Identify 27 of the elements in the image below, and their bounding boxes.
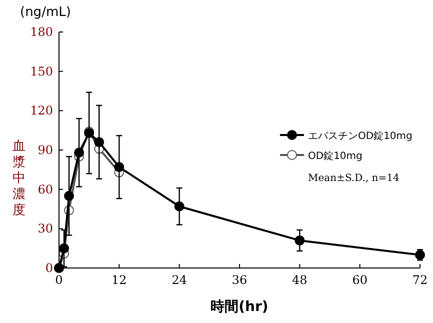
- point: [114, 162, 124, 172]
- x-tick-label: 0: [55, 273, 63, 287]
- y-tick-label: 120: [30, 104, 53, 118]
- x-tick-label: 48: [292, 273, 308, 287]
- y-tick-label: 0: [45, 261, 53, 275]
- x-tick-label: 12: [112, 273, 127, 287]
- y-tick-label: 150: [30, 64, 53, 78]
- text: (ng/mL): [20, 5, 71, 20]
- y-tick-label: 180: [30, 25, 53, 39]
- legend-label: エバスチンOD錠10mg: [308, 131, 412, 142]
- x-tick-label: 60: [352, 273, 368, 287]
- x-tick-label: 36: [232, 273, 248, 287]
- y-tick-label: 90: [38, 143, 53, 157]
- point: [174, 201, 184, 212]
- annotation: Mean±S.D., n=14: [308, 173, 400, 184]
- y-tick-label: 60: [38, 182, 53, 196]
- point: [64, 190, 74, 201]
- x-tick-label: 72: [412, 273, 428, 287]
- point: [59, 243, 70, 254]
- point: [94, 137, 104, 148]
- x-tick-label: 24: [172, 273, 188, 287]
- legend-label: OD錠10mg: [308, 151, 362, 162]
- y-tick-label: 30: [38, 222, 53, 236]
- y-axis-title: 血漿中濃度: [12, 139, 26, 218]
- point: [294, 235, 305, 246]
- point: [74, 148, 84, 158]
- x-axis-title: 時間(hr): [210, 299, 268, 315]
